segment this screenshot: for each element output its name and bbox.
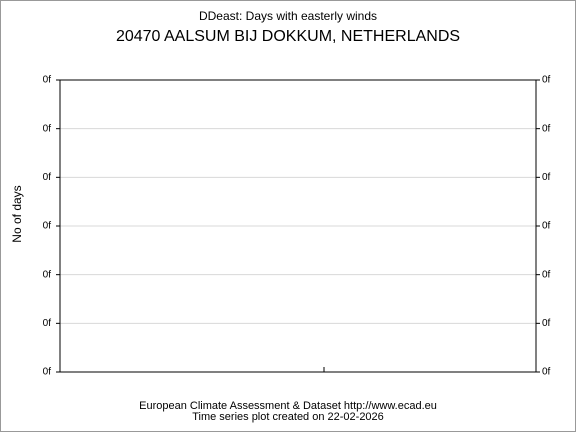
y-tick-label: 0f [43, 318, 52, 329]
y-tick-label: 0f [43, 172, 52, 183]
y-tick-label: 0f [43, 367, 52, 378]
y-tick-label: 0f [43, 221, 52, 232]
y2-tick-label: 0f [542, 172, 551, 183]
chart-subtitle: 20470 AALSUM BIJ DOKKUM, NETHERLANDS [116, 28, 460, 45]
y-tick-label: 0f [43, 269, 52, 280]
y2-tick-label: 0f [542, 367, 551, 378]
y2-tick-label: 0f [542, 221, 551, 232]
y-axis-label: No of days [10, 185, 24, 242]
y2-tick-label: 0f [542, 75, 551, 86]
footer: Time series plot created on 22-02-2026 [192, 411, 384, 423]
chart-title: DDeast: Days with easterly winds [199, 9, 377, 23]
y-tick-label: 0f [43, 75, 52, 86]
y-tick-label: 0f [43, 123, 52, 134]
y2-tick-label: 0f [542, 318, 551, 329]
plot-area [59, 79, 537, 373]
footer: European Climate Assessment & Dataset ht… [139, 400, 437, 412]
y2-tick-label: 0f [542, 123, 551, 134]
y2-tick-label: 0f [542, 269, 551, 280]
